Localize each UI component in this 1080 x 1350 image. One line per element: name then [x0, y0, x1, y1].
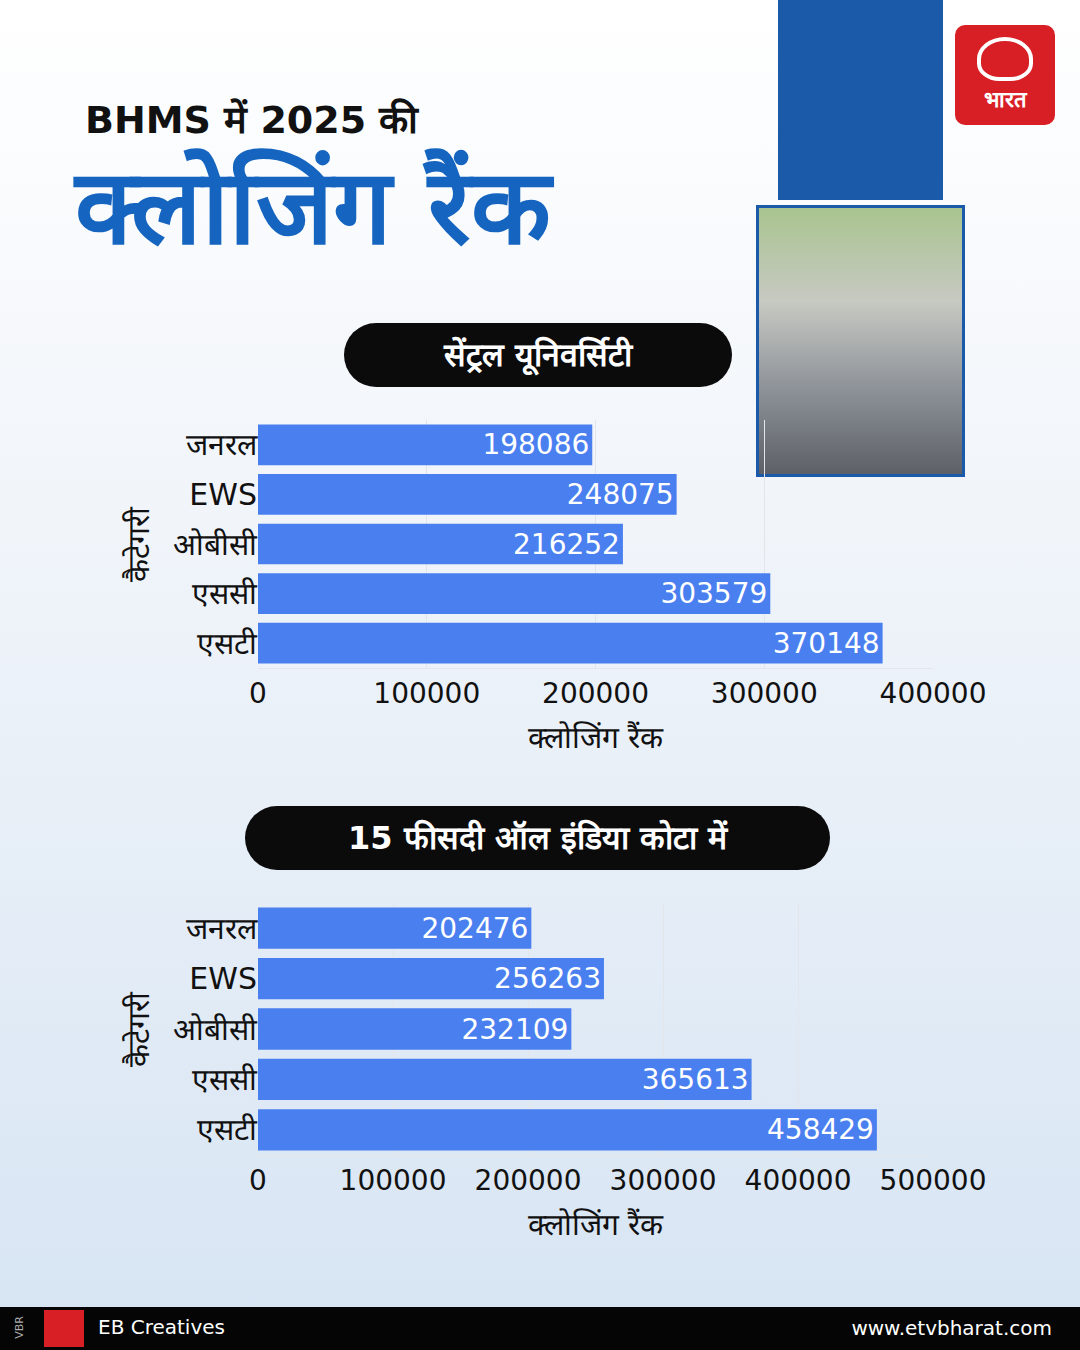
svg-text:100000: 100000 — [340, 1164, 447, 1197]
svg-text:जनरल: जनरल — [186, 427, 258, 462]
html-text:क्लोजिंग रैंक: क्लोजिंग रैंक — [75, 146, 552, 268]
svg-text:256263: 256263 — [494, 962, 601, 995]
svg-text:458429: 458429 — [767, 1113, 874, 1146]
html-text:EB Creatives: EB Creatives — [98, 1315, 225, 1339]
svg-text:EWS: EWS — [189, 961, 257, 996]
svg-text:300000: 300000 — [610, 1164, 717, 1197]
svg-text:क्लोजिंग रैंक: क्लोजिंग रैंक — [528, 720, 665, 755]
svg-text:कैटेगरी: कैटेगरी — [121, 506, 156, 582]
svg-text:303579: 303579 — [660, 577, 767, 610]
svg-text:एसटी: एसटी — [197, 1112, 258, 1147]
svg-text:0: 0 — [249, 677, 267, 710]
svg-text:365613: 365613 — [642, 1063, 749, 1096]
svg-text:एससी: एससी — [192, 1062, 258, 1097]
svg-text:EWS: EWS — [189, 477, 257, 512]
html-text:www.etvbharat.com: www.etvbharat.com — [851, 1316, 1052, 1340]
html-text:15 फीसदी ऑल इंडिया कोटा में: 15 फीसदी ऑल इंडिया कोटा में — [347, 819, 728, 857]
svg-text:कैटेगरी: कैटेगरी — [121, 991, 156, 1067]
svg-text:248075: 248075 — [567, 478, 674, 511]
svg-text:500000: 500000 — [880, 1164, 987, 1197]
svg-text:एससी: एससी — [192, 576, 258, 611]
svg-text:400000: 400000 — [745, 1164, 852, 1197]
svg-text:जनरल: जनरल — [186, 911, 258, 946]
html-text:BHMS में 2025 की: BHMS में 2025 की — [85, 98, 419, 142]
svg-text:232109: 232109 — [461, 1013, 568, 1046]
html-text:सेंट्रल यूनिवर्सिटी: सेंट्रल यूनिवर्सिटी — [443, 336, 633, 374]
svg-text:200000: 200000 — [475, 1164, 582, 1197]
html-text:VBR: VBR — [12, 1316, 26, 1339]
svg-text:370148: 370148 — [773, 627, 880, 660]
svg-text:क्लोजिंग रैंक: क्लोजिंग रैंक — [528, 1207, 665, 1242]
svg-text:400000: 400000 — [880, 677, 987, 710]
svg-text:200000: 200000 — [542, 677, 649, 710]
svg-text:100000: 100000 — [373, 677, 480, 710]
html-text:भारत: भारत — [983, 87, 1027, 112]
svg-text:300000: 300000 — [711, 677, 818, 710]
svg-text:202476: 202476 — [421, 912, 528, 945]
svg-text:ओबीसी: ओबीसी — [173, 527, 258, 562]
svg-text:0: 0 — [249, 1164, 267, 1197]
svg-text:216252: 216252 — [513, 528, 620, 561]
svg-text:ओबीसी: ओबीसी — [173, 1012, 258, 1047]
svg-text:198086: 198086 — [482, 428, 589, 461]
svg-text:एसटी: एसटी — [197, 626, 258, 661]
